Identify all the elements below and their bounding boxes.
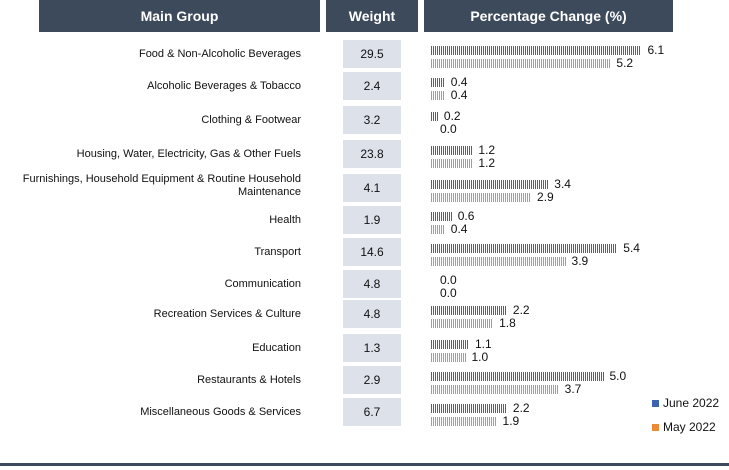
category-label: Communication bbox=[224, 277, 301, 290]
data-label-june: 6.1 bbox=[647, 43, 665, 57]
category-label: Restaurants & Hotels bbox=[197, 373, 301, 386]
data-label-may: 1.9 bbox=[502, 414, 520, 428]
data-label-may: 1.8 bbox=[499, 316, 516, 330]
data-label-june: 3.4 bbox=[554, 177, 571, 191]
legend-june-2022: June 2022 bbox=[652, 396, 719, 410]
weight-value: 6.7 bbox=[343, 398, 401, 426]
data-label-may: 0.4 bbox=[450, 222, 468, 236]
legend-label-may: May 2022 bbox=[663, 420, 716, 434]
weight-value: 4.8 bbox=[343, 300, 401, 328]
bar-may bbox=[431, 319, 494, 328]
category-label: Housing, Water, Electricity, Gas & Other… bbox=[76, 147, 301, 160]
data-label-june: 5.0 bbox=[609, 369, 627, 383]
table-row: Restaurants & Hotels 2.9 5.0 3.7 bbox=[0, 364, 729, 396]
bar-may bbox=[431, 193, 532, 202]
weight-value: 4.8 bbox=[343, 270, 401, 298]
bar-june bbox=[431, 180, 549, 189]
table-row: Transport 14.6 5.4 3.9 bbox=[0, 236, 729, 268]
data-label-june: 5.4 bbox=[623, 241, 640, 255]
category-label: Transport bbox=[254, 245, 301, 258]
table-row: Education 1.3 1.1 1.0 bbox=[0, 332, 729, 364]
bar-june bbox=[431, 212, 452, 221]
category-label: Education bbox=[252, 341, 301, 354]
table-row: Furnishings, Household Equipment & Routi… bbox=[0, 172, 729, 204]
table-row: Communication 4.8 0.0 0.0 bbox=[0, 268, 729, 300]
bar-may bbox=[431, 417, 497, 426]
weight-value: 3.2 bbox=[343, 106, 401, 134]
data-label-may: 1.2 bbox=[478, 156, 496, 170]
bar-june bbox=[431, 306, 507, 315]
data-label-june: 0.4 bbox=[450, 75, 468, 89]
legend-swatch-june bbox=[652, 399, 659, 407]
data-label-june: 0.2 bbox=[443, 109, 461, 123]
table-row: Recreation Services & Culture 4.8 2.2 1.8 bbox=[0, 298, 729, 330]
data-label-june: 2.2 bbox=[512, 401, 530, 415]
weight-value: 29.5 bbox=[343, 40, 401, 68]
bar-june bbox=[431, 244, 618, 253]
legend-label-june: June 2022 bbox=[663, 396, 720, 410]
data-label-may: 3.7 bbox=[564, 382, 582, 396]
category-label: Furnishings, Household Equipment & Routi… bbox=[22, 173, 301, 198]
weight-value: 2.9 bbox=[343, 366, 401, 394]
data-label-may: 5.2 bbox=[616, 56, 634, 70]
bar-june bbox=[431, 404, 507, 413]
category-label: Recreation Services & Culture bbox=[153, 307, 301, 320]
table-row: Housing, Water, Electricity, Gas & Other… bbox=[0, 138, 729, 170]
category-label: Health bbox=[269, 213, 301, 226]
bar-june bbox=[431, 340, 469, 349]
bar-may bbox=[431, 159, 473, 168]
bar-may bbox=[431, 385, 559, 394]
weight-value: 1.3 bbox=[343, 334, 401, 362]
header-weight: Weight bbox=[326, 0, 418, 32]
category-label: Alcoholic Beverages & Tobacco bbox=[147, 79, 301, 92]
bar-may bbox=[431, 59, 611, 68]
header-percentage-change: Percentage Change (%) bbox=[424, 0, 673, 32]
data-label-june: 2.2 bbox=[512, 303, 530, 317]
weight-value: 1.9 bbox=[343, 206, 401, 234]
category-label: Food & Non-Alcoholic Beverages bbox=[138, 47, 301, 60]
bar-june bbox=[431, 112, 438, 121]
data-label-may: 1.0 bbox=[471, 350, 489, 364]
table-row: Miscellaneous Goods & Services 6.7 2.2 1.9 bbox=[0, 396, 729, 428]
weight-value: 4.1 bbox=[343, 174, 401, 202]
weight-value: 23.8 bbox=[343, 140, 401, 168]
data-label-may: 0.0 bbox=[440, 286, 457, 300]
bar-may bbox=[431, 353, 466, 362]
data-label-may: 0.4 bbox=[450, 88, 468, 102]
header-main-group: Main Group bbox=[39, 0, 320, 32]
data-label-may: 2.9 bbox=[537, 190, 554, 204]
data-label-june: 0.6 bbox=[457, 209, 475, 223]
table-row: Food & Non-Alcoholic Beverages 29.5 6.1 5.2 bbox=[0, 38, 729, 70]
data-label-june: 1.1 bbox=[474, 337, 492, 351]
weight-value: 2.4 bbox=[343, 72, 401, 100]
data-label-june: 1.2 bbox=[478, 143, 496, 157]
bar-june bbox=[431, 46, 642, 55]
category-label: Clothing & Footwear bbox=[201, 113, 301, 126]
category-label: Miscellaneous Goods & Services bbox=[140, 405, 301, 418]
bar-june bbox=[431, 78, 445, 87]
legend-swatch-may bbox=[652, 423, 659, 431]
data-label-may: 3.9 bbox=[571, 254, 589, 268]
bar-june bbox=[431, 372, 604, 381]
bar-may bbox=[431, 257, 566, 266]
table-row: Health 1.9 0.6 0.4 bbox=[0, 204, 729, 236]
data-label-june: 0.0 bbox=[440, 273, 457, 287]
weight-value: 14.6 bbox=[343, 238, 401, 266]
footer-divider bbox=[0, 463, 729, 466]
table-row: Clothing & Footwear 3.2 0.2 0.0 bbox=[0, 104, 729, 136]
legend-may-2022: May 2022 bbox=[652, 420, 716, 434]
bar-june bbox=[431, 146, 473, 155]
bar-may bbox=[431, 225, 445, 234]
table-row: Alcoholic Beverages & Tobacco 2.4 0.4 0.4 bbox=[0, 70, 729, 102]
bar-may bbox=[431, 91, 445, 100]
data-label-may: 0.0 bbox=[440, 122, 457, 136]
